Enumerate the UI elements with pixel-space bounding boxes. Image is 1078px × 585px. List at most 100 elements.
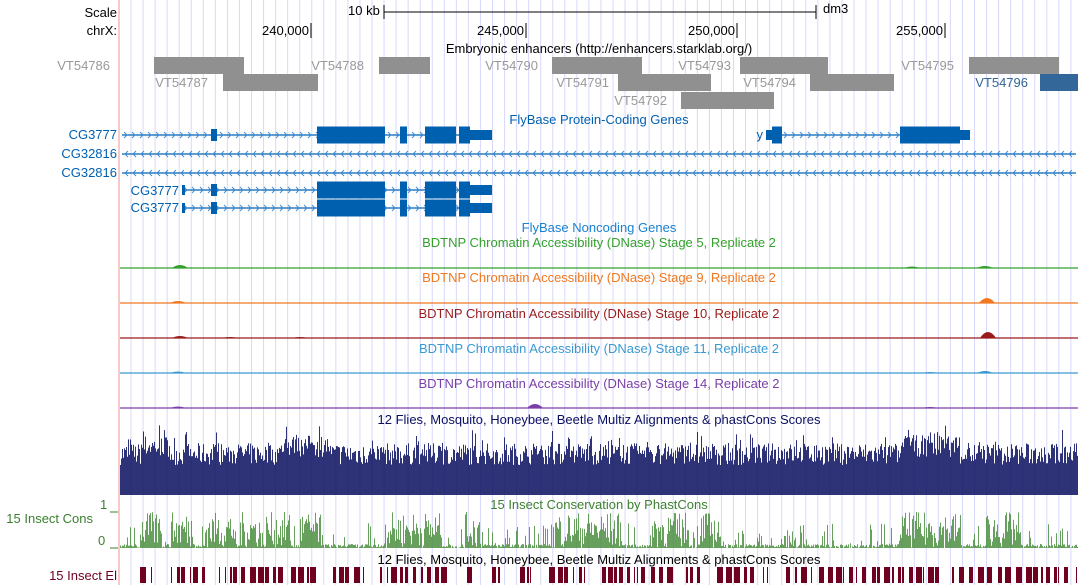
strand-arrow — [263, 204, 268, 212]
strand-arrow — [391, 204, 396, 212]
conserved-element — [862, 567, 866, 583]
conserved-element — [1026, 567, 1032, 583]
strand-arrow — [916, 169, 921, 177]
strand-arrow — [652, 169, 657, 177]
strand-arrow — [692, 169, 697, 177]
conserved-element — [959, 567, 964, 583]
gene-label[interactable]: CG3777 — [68, 127, 117, 142]
conserved-element — [380, 567, 382, 583]
strand-arrow — [668, 169, 673, 177]
gene-label[interactable]: CG32816 — [61, 165, 117, 180]
phastcons-label[interactable]: 15 Insect Cons — [6, 511, 93, 526]
dnase-peak — [977, 266, 993, 268]
elements-label[interactable]: 15 Insect El — [49, 568, 117, 583]
strand-arrow — [191, 204, 196, 212]
enhancer-label[interactable]: VT54795 — [901, 58, 954, 73]
strand-arrow — [396, 150, 401, 158]
enhancer-label[interactable]: VT54788 — [311, 58, 364, 73]
conserved-element — [614, 567, 617, 583]
multiz-track-title[interactable]: 12 Flies, Mosquito, Honeybee, Beetle Mul… — [377, 412, 821, 427]
conserved-element — [177, 567, 180, 583]
strand-arrow — [684, 150, 689, 158]
strand-arrow — [271, 186, 276, 194]
enhancers-track-title[interactable]: Embryonic enhancers (http://enhancers.st… — [445, 41, 753, 56]
strand-arrow — [1028, 169, 1033, 177]
enhancer-label[interactable]: VT54787 — [155, 75, 208, 90]
exon — [459, 126, 470, 144]
enhancer-label[interactable]: VT54796 — [975, 75, 1028, 90]
strand-arrow — [708, 150, 713, 158]
strand-arrow — [235, 131, 240, 139]
strand-arrow — [556, 150, 561, 158]
strand-arrow — [772, 169, 777, 177]
strand-arrow — [820, 169, 825, 177]
strand-arrow — [1004, 169, 1009, 177]
gene-label[interactable]: y — [756, 127, 764, 142]
enhancer-label[interactable]: VT54793 — [678, 58, 731, 73]
strand-arrow — [844, 150, 849, 158]
gene-label[interactable]: CG3777 — [130, 183, 179, 198]
gene-label[interactable]: CG3777 — [130, 200, 179, 215]
strand-arrow — [964, 150, 969, 158]
strand-arrow — [620, 150, 625, 158]
protein-genes-track-title[interactable]: FlyBase Protein-Coding Genes — [509, 112, 689, 127]
dnase-peak — [170, 371, 186, 373]
strand-arrow — [868, 150, 873, 158]
strand-arrow — [831, 131, 836, 139]
strand-arrow — [132, 150, 137, 158]
enhancer-label[interactable]: VT54794 — [743, 75, 796, 90]
strand-arrow — [195, 131, 200, 139]
elements-track-title[interactable]: 12 Flies, Mosquito, Honeybee, Beetle Mul… — [377, 552, 821, 567]
conserved-element — [843, 567, 844, 583]
strand-arrow — [412, 150, 417, 158]
conserved-element — [307, 567, 309, 583]
conserved-element — [686, 567, 688, 583]
strand-arrow — [940, 169, 945, 177]
strand-arrow — [412, 169, 417, 177]
conserved-element — [171, 567, 172, 583]
strand-arrow — [191, 186, 196, 194]
strand-arrow — [876, 150, 881, 158]
strand-arrow — [348, 150, 353, 158]
dnase-stage9-title[interactable]: BDTNP Chromatin Accessibility (DNase) St… — [422, 270, 776, 285]
strand-arrow — [855, 131, 860, 139]
dnase-stage5-title[interactable]: BDTNP Chromatin Accessibility (DNase) St… — [422, 235, 776, 250]
strand-arrow — [391, 186, 396, 194]
strand-arrow — [740, 169, 745, 177]
conserved-element — [928, 567, 934, 583]
multiz-wiggle — [120, 425, 1078, 495]
conserved-element — [1046, 567, 1050, 583]
gene-label[interactable]: CG32816 — [61, 146, 117, 161]
strand-arrow — [484, 150, 489, 158]
conserved-element — [435, 567, 439, 583]
strand-arrow — [380, 150, 385, 158]
strand-arrow — [572, 169, 577, 177]
dnase-stage14-title[interactable]: BDTNP Chromatin Accessibility (DNase) St… — [418, 376, 780, 391]
enhancer-label[interactable]: VT54792 — [614, 93, 667, 108]
strand-arrow — [231, 204, 236, 212]
phastcons-track-title[interactable]: 15 Insect Conservation by PhastCons — [490, 497, 708, 512]
strand-arrow — [556, 169, 561, 177]
dnase-stage11-title[interactable]: BDTNP Chromatin Accessibility (DNase) St… — [418, 341, 780, 356]
strand-arrow — [267, 131, 272, 139]
enhancer-label[interactable]: VT54786 — [57, 58, 110, 73]
strand-arrow — [388, 150, 393, 158]
strand-arrow — [415, 186, 420, 194]
enhancer-box — [1040, 74, 1078, 91]
strand-arrow — [212, 150, 217, 158]
noncoding-track-title[interactable]: FlyBase Noncoding Genes — [521, 220, 677, 235]
strand-arrow — [308, 169, 313, 177]
strand-arrow — [251, 131, 256, 139]
conserved-element — [627, 567, 630, 583]
strand-arrow — [748, 150, 753, 158]
dnase-stage10-title[interactable]: BDTNP Chromatin Accessibility (DNase) St… — [418, 306, 780, 321]
strand-arrow — [580, 169, 585, 177]
strand-arrow — [500, 150, 505, 158]
strand-arrow — [468, 169, 473, 177]
enhancer-label[interactable]: VT54790 — [485, 58, 538, 73]
enhancer-label[interactable]: VT54791 — [556, 75, 609, 90]
strand-arrow — [644, 169, 649, 177]
strand-arrow — [324, 150, 329, 158]
enhancer-box — [618, 74, 711, 91]
conserved-element — [726, 567, 732, 583]
